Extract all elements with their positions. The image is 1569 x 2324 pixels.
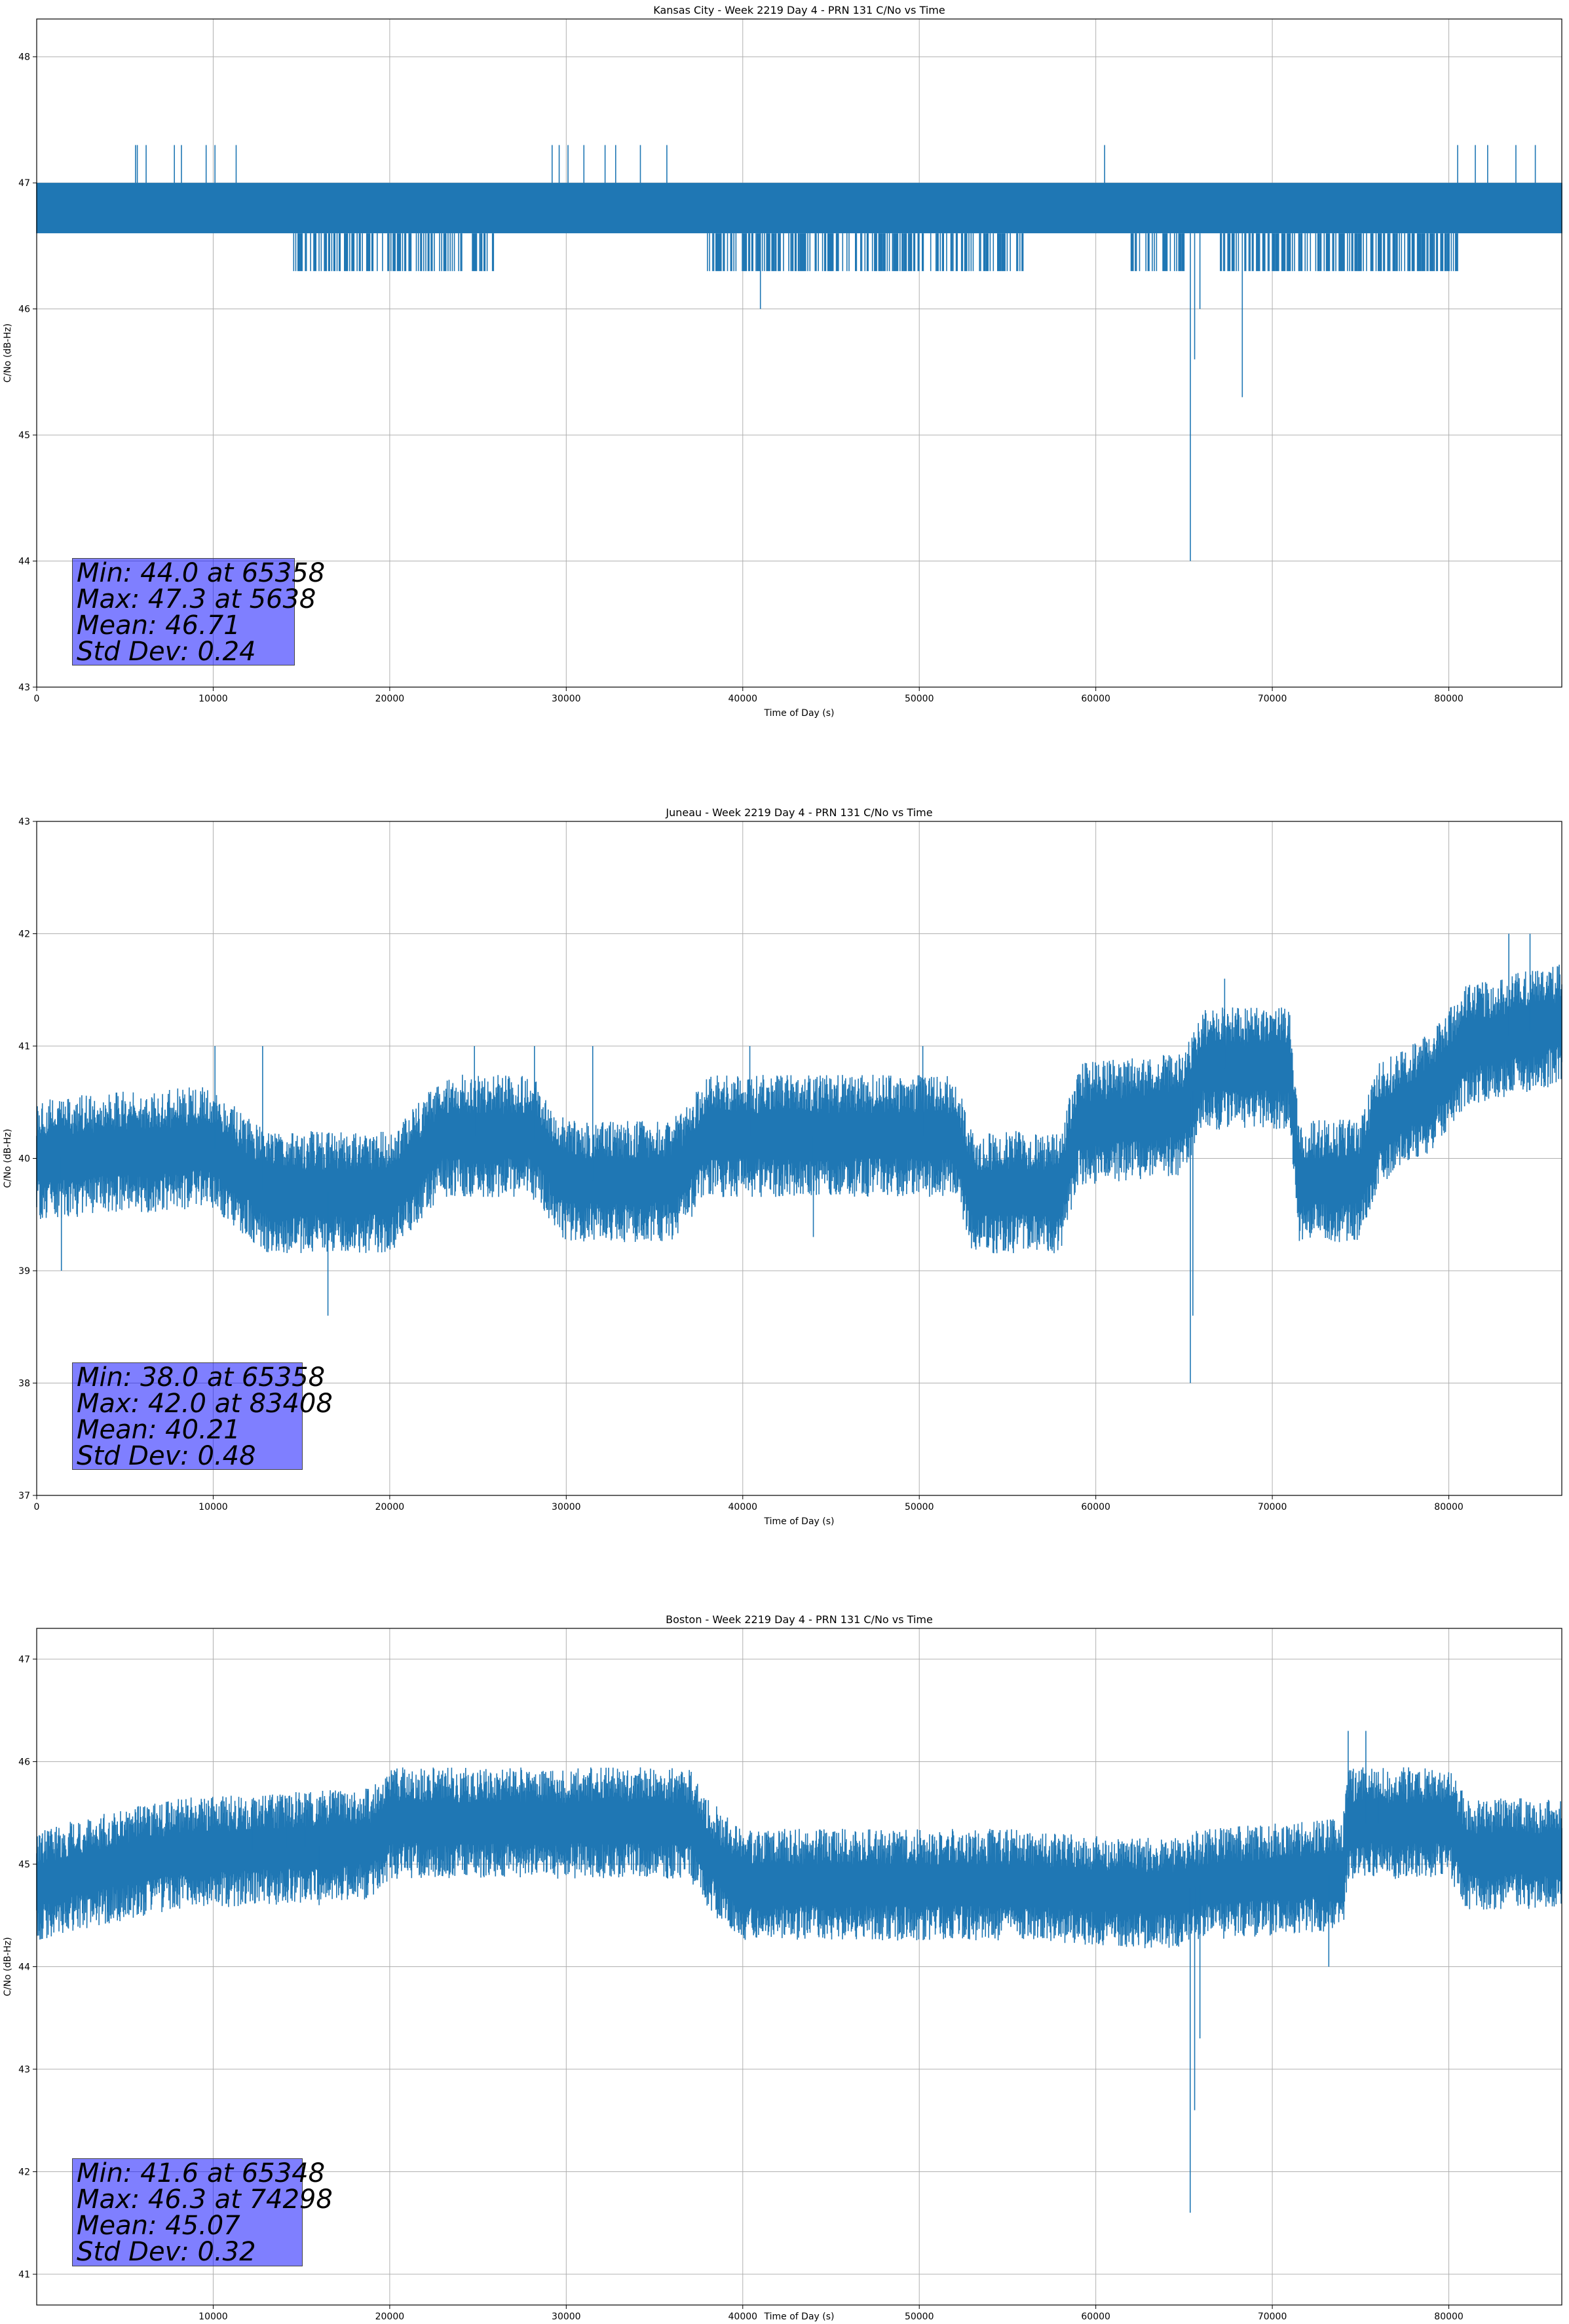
y-tick-label: 43 xyxy=(18,817,30,827)
stats-max: Max: 46.3 at 74298 xyxy=(77,2184,333,2215)
cno-series xyxy=(36,933,1562,1383)
x-tick-label: 70000 xyxy=(1258,1502,1287,1512)
x-tick-label: 80000 xyxy=(1434,2312,1464,2322)
x-tick-label: 10000 xyxy=(198,1502,228,1512)
y-tick-label: 48 xyxy=(18,52,30,63)
axis-ticks: 0 10000 20000 30000 40000 50000 60000 70000 8000… xyxy=(18,817,1464,1512)
cno-low-excursion xyxy=(293,233,495,271)
y-tick-label: 45 xyxy=(18,1860,30,1870)
y-tick-label: 38 xyxy=(18,1379,30,1389)
x-tick-label: 50000 xyxy=(905,1502,934,1512)
y-tick-label: 47 xyxy=(18,1655,30,1665)
axis-ticks: 0 10000 20000 30000 40000 50000 60000 70000 8000… xyxy=(18,52,1464,704)
x-tick-label: 60000 xyxy=(1081,694,1110,704)
cno-line xyxy=(36,964,1562,1254)
x-tick-label: 30000 xyxy=(552,1502,581,1512)
y-tick-label: 43 xyxy=(18,683,30,693)
y-tick-label: 40 xyxy=(18,1154,30,1165)
x-tick-label: 0 xyxy=(34,694,40,704)
y-tick-label: 44 xyxy=(18,1962,30,1973)
stats-mean: Mean: 45.07 xyxy=(77,2211,240,2241)
stats-box-kansas-city: Min: 44.0 at 65358 Max: 47.3 at 5638 Mea… xyxy=(72,558,326,667)
chart-title: Juneau - Week 2219 Day 4 - PRN 131 C/No … xyxy=(665,806,932,819)
y-tick-label: 46 xyxy=(18,1757,30,1767)
y-tick-label: 46 xyxy=(18,305,30,315)
stats-mean: Mean: 40.21 xyxy=(77,1415,240,1445)
cno-low-excursion xyxy=(707,233,832,271)
y-axis-label: C/No (dB-Hz) xyxy=(3,1937,13,1996)
y-tick-label: 41 xyxy=(18,2270,30,2280)
x-tick-label: 40000 xyxy=(728,694,758,704)
x-axis-label: Time of Day (s) xyxy=(764,708,835,719)
y-tick-label: 42 xyxy=(18,2167,30,2178)
chart-boston: 10000 20000 30000 40000 50000 60000 70000 80000… xyxy=(3,1613,1562,2322)
stats-min: Min: 41.6 at 65348 xyxy=(77,2158,326,2188)
x-tick-label: 30000 xyxy=(552,2312,581,2322)
x-tick-label: 40000 xyxy=(728,2312,758,2322)
x-tick-label: 60000 xyxy=(1081,1502,1110,1512)
stats-box-boston: Min: 41.6 at 65348 Max: 46.3 at 74298 Me… xyxy=(72,2158,333,2267)
x-tick-label: 10000 xyxy=(198,2312,228,2322)
y-tick-label: 42 xyxy=(18,929,30,940)
y-tick-label: 37 xyxy=(18,1491,30,1501)
x-tick-label: 70000 xyxy=(1258,694,1287,704)
y-tick-label: 41 xyxy=(18,1041,30,1052)
y-tick-label: 45 xyxy=(18,430,30,441)
stats-min: Min: 44.0 at 65358 xyxy=(77,558,326,588)
chart-panel-juneau: 0 10000 20000 30000 40000 50000 60000 70000 8000… xyxy=(0,803,1569,1530)
cno-low-excursion xyxy=(1130,233,1185,271)
stats-max: Max: 47.3 at 5638 xyxy=(77,584,316,614)
x-tick-label: 10000 xyxy=(198,694,228,704)
x-tick-label: 40000 xyxy=(728,1502,758,1512)
plot-frame xyxy=(36,18,1562,688)
stats-std: Std Dev: 0.24 xyxy=(77,637,256,667)
y-tick-label: 47 xyxy=(18,178,30,189)
x-axis-label: Time of Day (s) xyxy=(764,1516,835,1527)
chart-panel-kansas-city: 0 10000 20000 30000 40000 50000 60000 70000 8000… xyxy=(0,0,1569,719)
y-tick-label: 39 xyxy=(18,1266,30,1277)
y-tick-label: 44 xyxy=(18,557,30,567)
x-tick-label: 50000 xyxy=(905,694,934,704)
x-tick-label: 50000 xyxy=(905,2312,934,2322)
chart-title: Boston - Week 2219 Day 4 - PRN 131 C/No … xyxy=(666,1613,933,1626)
cno-low-excursion xyxy=(1220,233,1458,271)
y-tick-label: 43 xyxy=(18,2065,30,2075)
x-tick-label: 70000 xyxy=(1258,2312,1287,2322)
cno-series xyxy=(36,145,1562,561)
x-tick-label: 20000 xyxy=(375,694,405,704)
stats-min: Min: 38.0 at 65358 xyxy=(77,1362,326,1393)
x-tick-label: 80000 xyxy=(1434,1502,1464,1512)
stats-mean: Mean: 46.71 xyxy=(77,610,240,641)
x-tick-label: 30000 xyxy=(552,694,581,704)
stats-std: Std Dev: 0.48 xyxy=(77,1441,256,1471)
cno-low-excursion xyxy=(830,233,1024,271)
axis-ticks: 10000 20000 30000 40000 50000 60000 70000 80000… xyxy=(18,1655,1464,2322)
cno-series xyxy=(36,1731,1562,2213)
y-axis-label: C/No (dB-Hz) xyxy=(3,1129,13,1188)
y-axis-label: C/No (dB-Hz) xyxy=(3,324,13,383)
x-tick-label: 80000 xyxy=(1434,694,1464,704)
x-axis-label: Time of Day (s) xyxy=(764,2312,835,2322)
cno-line xyxy=(36,1767,1562,1949)
chart-title: Kansas City - Week 2219 Day 4 - PRN 131 … xyxy=(653,4,945,16)
x-tick-label: 0 xyxy=(34,1502,40,1512)
x-tick-label: 20000 xyxy=(375,2312,405,2322)
cno-line xyxy=(36,183,1562,234)
stats-std: Std Dev: 0.32 xyxy=(77,2237,256,2267)
chart-panel-boston: 10000 20000 30000 40000 50000 60000 70000 80000… xyxy=(0,1605,1569,2324)
x-tick-label: 60000 xyxy=(1081,2312,1110,2322)
x-tick-label: 20000 xyxy=(375,1502,405,1512)
stats-box-juneau: Min: 38.0 at 65358 Max: 42.0 at 83408 Me… xyxy=(72,1362,333,1471)
chart-juneau: 0 10000 20000 30000 40000 50000 60000 70000 8000… xyxy=(3,806,1562,1527)
stats-max: Max: 42.0 at 83408 xyxy=(77,1389,333,1419)
